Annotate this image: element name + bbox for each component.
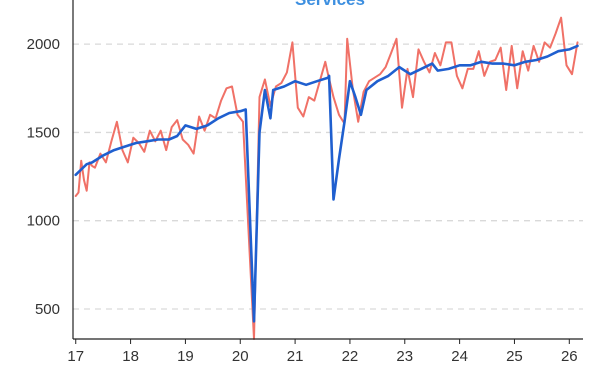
x-tick-label: 25 (506, 348, 523, 365)
x-tick-label: 24 (451, 348, 468, 365)
grid-lines (73, 43, 583, 310)
chart-title: Services (295, 0, 365, 9)
series-line-1 (74, 44, 579, 323)
y-tick-label: 500 (35, 301, 60, 318)
x-tick-label: 26 (561, 348, 578, 365)
axes (72, 0, 583, 344)
x-tick-label: 17 (67, 348, 84, 365)
x-tick-label: 21 (287, 348, 304, 365)
x-tick-label: 20 (232, 348, 249, 365)
series-lines (74, 16, 579, 340)
series-line-0 (74, 16, 579, 340)
y-tick-label: 1000 (27, 213, 60, 230)
x-tick-label: 19 (177, 348, 194, 365)
x-tick-label: 23 (396, 348, 413, 365)
y-tick-label: 2000 (27, 36, 60, 53)
x-tick-label: 18 (122, 348, 139, 365)
x-tick-label: 22 (342, 348, 359, 365)
tick-labels: 500 1000 1500 2000 17 18 19 20 21 22 23 24 25 26 (27, 36, 578, 365)
y-tick-label: 1500 (27, 124, 60, 141)
